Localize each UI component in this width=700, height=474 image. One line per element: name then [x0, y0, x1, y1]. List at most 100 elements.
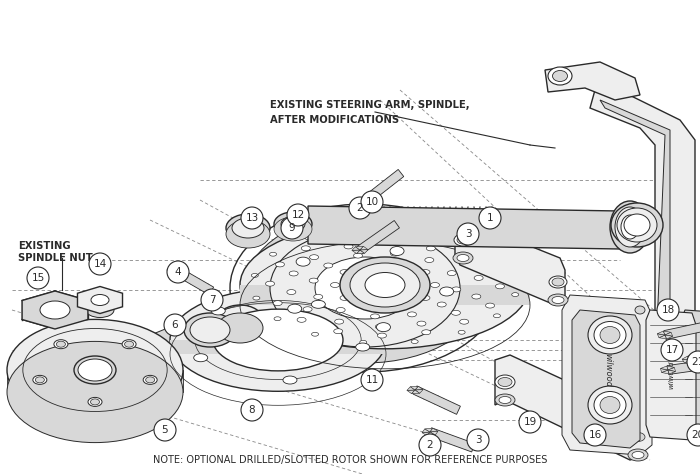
- Ellipse shape: [486, 303, 495, 308]
- Polygon shape: [665, 332, 673, 336]
- Ellipse shape: [354, 253, 363, 258]
- Ellipse shape: [396, 303, 405, 309]
- Polygon shape: [175, 266, 183, 270]
- Polygon shape: [360, 201, 368, 205]
- Polygon shape: [7, 370, 183, 392]
- Ellipse shape: [452, 310, 461, 315]
- Polygon shape: [455, 220, 565, 305]
- Ellipse shape: [194, 354, 208, 362]
- Ellipse shape: [600, 396, 620, 413]
- Ellipse shape: [600, 327, 620, 344]
- Polygon shape: [407, 387, 415, 391]
- Polygon shape: [352, 205, 360, 209]
- Polygon shape: [109, 278, 290, 388]
- Ellipse shape: [552, 297, 564, 303]
- Circle shape: [201, 289, 223, 311]
- Ellipse shape: [611, 203, 663, 247]
- Ellipse shape: [184, 313, 236, 347]
- Polygon shape: [668, 367, 676, 372]
- Ellipse shape: [125, 341, 134, 347]
- Ellipse shape: [226, 214, 270, 242]
- Ellipse shape: [273, 301, 282, 306]
- Polygon shape: [495, 355, 645, 460]
- Ellipse shape: [494, 314, 500, 318]
- Ellipse shape: [425, 257, 434, 263]
- Ellipse shape: [631, 432, 645, 441]
- Ellipse shape: [384, 232, 393, 237]
- Polygon shape: [681, 310, 700, 440]
- Polygon shape: [667, 366, 674, 370]
- Polygon shape: [425, 428, 433, 432]
- Ellipse shape: [283, 376, 297, 384]
- Polygon shape: [78, 286, 122, 313]
- Ellipse shape: [427, 237, 436, 241]
- Text: NOTE: OPTIONAL DRILLED/SLOTTED ROTOR SHOWN FOR REFERENCE PURPOSES: NOTE: OPTIONAL DRILLED/SLOTTED ROTOR SHO…: [153, 455, 547, 465]
- Ellipse shape: [314, 294, 323, 300]
- Ellipse shape: [489, 249, 496, 253]
- Polygon shape: [356, 250, 365, 254]
- Ellipse shape: [588, 316, 632, 354]
- Ellipse shape: [274, 212, 312, 236]
- Text: 12: 12: [291, 210, 304, 220]
- Polygon shape: [170, 340, 386, 354]
- Circle shape: [479, 207, 501, 229]
- Ellipse shape: [635, 306, 645, 314]
- Ellipse shape: [552, 71, 568, 82]
- Polygon shape: [175, 270, 183, 273]
- Text: 3: 3: [465, 229, 471, 239]
- Ellipse shape: [588, 386, 632, 424]
- Polygon shape: [308, 206, 620, 249]
- Text: 21: 21: [692, 357, 700, 367]
- Polygon shape: [357, 205, 365, 209]
- Ellipse shape: [430, 283, 440, 287]
- Text: EXISTING STEERING ARM, SPINDLE,: EXISTING STEERING ARM, SPINDLE,: [270, 100, 470, 110]
- Ellipse shape: [7, 319, 183, 420]
- Ellipse shape: [312, 332, 318, 336]
- Ellipse shape: [457, 255, 469, 262]
- Ellipse shape: [253, 296, 260, 300]
- Ellipse shape: [360, 340, 367, 344]
- Ellipse shape: [610, 201, 650, 253]
- Polygon shape: [657, 331, 665, 335]
- Ellipse shape: [33, 375, 47, 384]
- Polygon shape: [428, 428, 475, 452]
- Polygon shape: [22, 291, 88, 329]
- Ellipse shape: [390, 246, 404, 255]
- Ellipse shape: [301, 246, 310, 251]
- Ellipse shape: [457, 236, 469, 244]
- Ellipse shape: [454, 234, 472, 246]
- Ellipse shape: [396, 262, 405, 266]
- Ellipse shape: [617, 208, 657, 242]
- Circle shape: [419, 434, 441, 456]
- Polygon shape: [685, 360, 692, 364]
- Polygon shape: [167, 270, 175, 273]
- Polygon shape: [662, 370, 669, 374]
- Ellipse shape: [336, 308, 345, 312]
- Ellipse shape: [309, 255, 318, 260]
- Polygon shape: [430, 428, 438, 432]
- Ellipse shape: [460, 319, 469, 324]
- Polygon shape: [687, 356, 695, 360]
- Text: 17: 17: [666, 345, 678, 355]
- Polygon shape: [412, 390, 419, 394]
- Circle shape: [281, 217, 303, 239]
- Circle shape: [584, 424, 606, 446]
- Text: 13: 13: [246, 213, 258, 223]
- Ellipse shape: [251, 273, 258, 277]
- Ellipse shape: [632, 452, 644, 458]
- Ellipse shape: [211, 307, 225, 315]
- Ellipse shape: [365, 303, 374, 309]
- Ellipse shape: [365, 262, 374, 266]
- Polygon shape: [661, 368, 668, 373]
- Ellipse shape: [330, 283, 340, 287]
- Ellipse shape: [265, 281, 274, 286]
- Ellipse shape: [377, 333, 386, 338]
- Polygon shape: [410, 386, 419, 390]
- Text: 15: 15: [32, 273, 45, 283]
- Ellipse shape: [312, 301, 326, 308]
- Circle shape: [167, 261, 189, 283]
- Circle shape: [657, 299, 679, 321]
- Ellipse shape: [458, 258, 467, 263]
- Ellipse shape: [594, 321, 626, 348]
- Polygon shape: [600, 100, 670, 380]
